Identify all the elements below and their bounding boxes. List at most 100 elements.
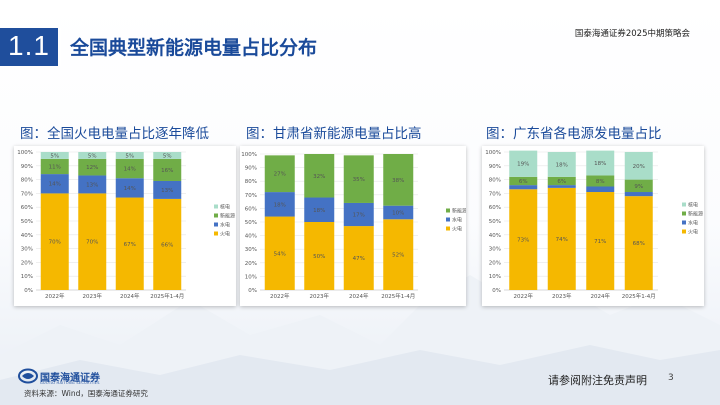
legend-label: 新能源 <box>220 213 235 220</box>
data-label: 47% <box>353 256 365 262</box>
legend-swatch <box>682 220 686 225</box>
y-tick-label: 80% <box>489 178 501 184</box>
bar-thermal <box>153 198 182 290</box>
data-label: 52% <box>392 253 404 259</box>
bar-renewable <box>586 175 615 187</box>
bar-renewable <box>264 155 295 193</box>
legend-label: 核电 <box>688 202 698 209</box>
legend-swatch <box>682 229 686 234</box>
bar-renewable <box>40 158 69 175</box>
y-tick-label: 70% <box>489 191 501 197</box>
x-tick-label: 2025年1-4月 <box>150 292 184 300</box>
bar-thermal <box>343 226 374 290</box>
y-tick-label: 20% <box>489 260 501 266</box>
legend-swatch <box>214 204 218 209</box>
page-title: 全国典型新能源电量占比分布 <box>70 37 318 59</box>
legend-label: 水电 <box>452 217 462 224</box>
bar-nuclear <box>115 152 144 159</box>
x-tick-label: 2022年 <box>45 292 65 300</box>
bar-renewable <box>304 154 335 198</box>
y-tick-label: 100% <box>485 150 501 156</box>
legend-swatch <box>214 222 218 227</box>
bar-nuclear <box>586 150 615 176</box>
y-tick-label: 100% <box>241 152 257 158</box>
legend-label: 水电 <box>688 220 698 227</box>
chart-title-national: 图：全国火电电量占比逐年降低 <box>20 126 209 142</box>
bar-nuclear <box>547 152 576 177</box>
legend-label: 新能源 <box>688 211 703 218</box>
legend-swatch <box>682 211 686 216</box>
data-label: 32% <box>313 174 325 180</box>
data-label: 14% <box>49 182 61 188</box>
x-tick-label: 2022年 <box>514 292 534 300</box>
bar-renewable <box>547 176 576 186</box>
legend-label: 水电 <box>220 222 230 229</box>
y-tick-label: 10% <box>21 274 33 280</box>
x-tick-label: 2025年1-4月 <box>381 292 415 300</box>
data-label: 67% <box>124 242 136 248</box>
bar-hydro <box>383 205 414 220</box>
disclaimer-link[interactable]: 请参阅附注免责声明 <box>548 374 647 387</box>
chart-guangdong: 0% 10% 20% 30% 40% 50% 60% 70% 80% 90% 100% 73% 6% 19… <box>482 146 704 306</box>
bar-renewable <box>383 154 414 206</box>
y-tick-label: 60% <box>21 205 33 211</box>
mountain-background <box>0 275 720 405</box>
logo-text: 国泰海通证券 <box>40 373 100 384</box>
bar-hydro <box>40 174 69 194</box>
legend-swatch <box>446 208 450 213</box>
bar-renewable <box>343 155 374 203</box>
data-source: 资料来源：Wind，国泰海通证券研究 <box>24 389 148 398</box>
bar-hydro <box>264 192 295 217</box>
bar-thermal <box>547 187 576 290</box>
bar-thermal <box>624 196 653 290</box>
x-tick-label: 2023年 <box>83 292 103 300</box>
bar-hydro <box>343 202 374 227</box>
y-tick-label: 90% <box>245 166 257 172</box>
chart-title-gansu: 图：甘肃省新能源电量占比高 <box>246 126 422 142</box>
section-number-bar <box>0 28 60 66</box>
bar-thermal <box>383 219 414 290</box>
data-label: 66% <box>161 242 173 248</box>
y-tick-label: 50% <box>245 220 257 226</box>
y-tick-label: 50% <box>489 219 501 225</box>
bar-thermal <box>40 193 69 290</box>
bar-nuclear <box>153 152 182 159</box>
x-tick-label: 2023年 <box>552 292 572 300</box>
bar-thermal <box>304 222 335 290</box>
bar-hydro <box>304 197 335 222</box>
y-tick-label: 90% <box>21 164 33 170</box>
data-label: 38% <box>392 178 404 184</box>
data-label: 71% <box>594 239 606 245</box>
bar-renewable <box>509 176 538 186</box>
chart-national-svg: 0% 10% 20% 30% 40% 50% 60% 70% 80% 90% 100% 70% 14% 1… <box>17 150 235 300</box>
x-tick-label: 2025年1-4月 <box>622 292 656 300</box>
data-label: 13% <box>86 182 98 188</box>
y-tick-label: 20% <box>245 261 257 267</box>
bar-thermal <box>115 197 144 290</box>
data-label: 6% <box>557 179 566 185</box>
bar-hydro <box>509 185 538 190</box>
data-label: 54% <box>274 251 286 257</box>
data-label: 14% <box>124 186 136 192</box>
legend-swatch <box>682 202 686 207</box>
bar-hydro <box>78 175 107 194</box>
data-label: 70% <box>49 240 61 246</box>
data-label: 18% <box>594 161 606 167</box>
y-tick-label: 30% <box>489 247 501 253</box>
data-label: 18% <box>274 202 286 208</box>
y-tick-label: 40% <box>21 233 33 239</box>
data-label: 5% <box>88 153 97 159</box>
logo-subtext: GUOTAI HAITONG SECURITIES <box>40 381 100 385</box>
bar-nuclear <box>40 152 69 159</box>
bar-renewable <box>115 158 144 179</box>
legend-label: 核电 <box>220 204 230 211</box>
bar-nuclear <box>624 152 653 180</box>
data-label: 68% <box>633 241 645 247</box>
bar-hydro <box>153 180 182 199</box>
data-label: 5% <box>50 153 59 159</box>
y-tick-label: 30% <box>245 247 257 253</box>
chart-national: 0% 10% 20% 30% 40% 50% 60% 70% 80% 90% 100% 70% 14% 1… <box>14 146 236 306</box>
data-label: 74% <box>556 237 568 243</box>
y-tick-label: 30% <box>21 247 33 253</box>
bar-thermal <box>586 192 615 290</box>
